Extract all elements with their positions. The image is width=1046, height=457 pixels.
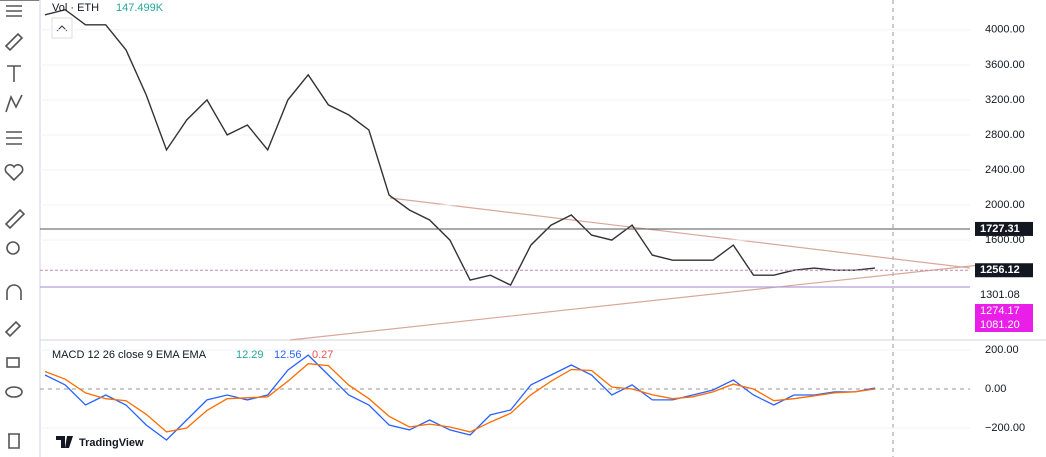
plot-layer: 4000.00 3600.00 3200.00 2800.00 2400.00 2000.…: [40, 2, 1033, 441]
zoom-tool[interactable]: [6, 241, 20, 255]
y-tick-label: 3200.00: [985, 94, 1025, 106]
price-tag-label: 1256.12: [980, 264, 1020, 276]
price-tag: [975, 221, 1033, 236]
visibility-tool[interactable]: [5, 386, 23, 398]
y-tick-label: 2800.00: [985, 129, 1025, 141]
y-tick-label: 2400.00: [985, 164, 1025, 176]
delete-tool[interactable]: [8, 433, 20, 449]
legend-value: 12.29: [236, 349, 264, 361]
magnet-tool[interactable]: [6, 284, 22, 300]
toolbar: [0, 0, 41, 457]
indicator-tag: [975, 304, 1033, 318]
draw-mode-tool[interactable]: [4, 320, 22, 338]
series-line: [44, 354, 876, 441]
indicator-tag-label: 1081.20: [980, 319, 1020, 331]
prediction-tool[interactable]: [6, 131, 22, 145]
drawn-trendlines: [40, 197, 981, 341]
y-tick-label: 2000.00: [985, 199, 1025, 211]
y-tick-label: 1600.00: [985, 234, 1025, 246]
pattern-tool[interactable]: [5, 94, 23, 113]
price-tag: [975, 263, 1033, 278]
text-tool[interactable]: [7, 65, 21, 82]
logo: TradingView: [48, 430, 144, 454]
indicator-tag-label: 1274.17: [980, 305, 1020, 317]
series-line: [44, 363, 876, 433]
y-tick-label: 3600.00: [985, 59, 1025, 71]
trendline-tool[interactable]: [4, 32, 24, 52]
y-tick-label: 4000.00: [985, 24, 1025, 36]
legend-value: 12.56: [274, 349, 302, 361]
series-line: [44, 8, 876, 287]
logo-text: TradingView: [79, 437, 144, 449]
legend-value: 0.27: [312, 349, 333, 361]
crosshair-tool[interactable]: [6, 5, 22, 17]
indicator-tag-label: 1301.08: [980, 289, 1020, 301]
lock-tool[interactable]: [6, 357, 20, 368]
y-tick-label: 0.00: [985, 383, 1006, 395]
legend-name: Vol · ETH: [52, 2, 99, 14]
favorites-tool[interactable]: [4, 163, 24, 182]
y-tick-label: −200.00: [985, 422, 1025, 434]
indicator-tag: [975, 318, 1033, 332]
legend-name: MACD 12 26 close 9 EMA EMA: [52, 349, 207, 361]
y-tick-label: 200.00: [985, 344, 1019, 356]
legend-value: 147.499K: [116, 2, 164, 14]
ruler-tool[interactable]: [4, 208, 26, 230]
price-tag-label: 1727.31: [980, 223, 1020, 235]
